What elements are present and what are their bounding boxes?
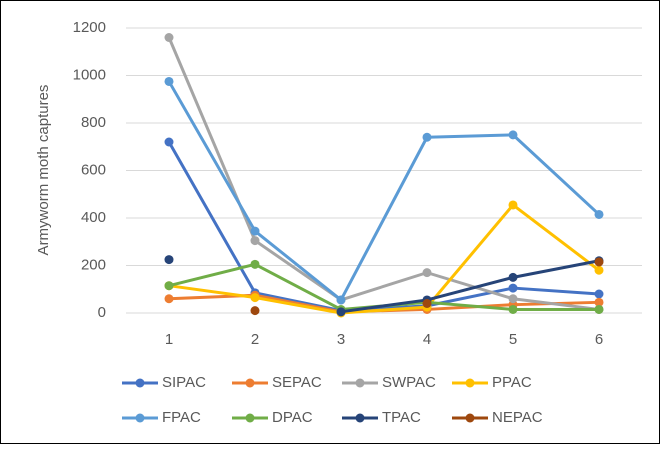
x-tick-label: 4	[423, 331, 431, 348]
data-point	[508, 304, 518, 314]
y-axis-label: Armyworm moth captures	[35, 85, 52, 256]
x-tick-label: 3	[337, 331, 345, 348]
legend-marker	[135, 378, 145, 388]
data-point	[594, 257, 604, 267]
data-point	[422, 268, 432, 278]
data-point	[594, 265, 604, 275]
y-tick-label: 200	[81, 256, 106, 273]
data-point	[594, 209, 604, 219]
legend-marker	[465, 413, 475, 423]
legend-label: SWPAC	[382, 374, 436, 391]
x-tick-label: 2	[251, 331, 259, 348]
legend-label: PPAC	[492, 374, 532, 391]
data-point	[594, 304, 604, 314]
legend-marker	[465, 378, 475, 388]
data-point	[250, 293, 260, 303]
data-point	[250, 259, 260, 269]
data-point	[250, 236, 260, 246]
data-point	[164, 255, 174, 265]
y-tick-label: 800	[81, 114, 106, 131]
data-point	[508, 130, 518, 140]
legend-label: TPAC	[382, 409, 421, 426]
data-point	[250, 306, 260, 316]
series-line	[167, 79, 601, 302]
data-point	[164, 294, 174, 304]
data-point	[508, 294, 518, 304]
y-tick-label: 400	[81, 209, 106, 226]
data-point	[336, 295, 346, 305]
legend-marker	[355, 378, 365, 388]
legend-label: NEPAC	[492, 409, 543, 426]
data-point	[336, 307, 346, 317]
x-tick-label: 6	[595, 331, 603, 348]
data-point	[164, 76, 174, 86]
series-line	[339, 259, 601, 314]
legend-label: FPAC	[162, 409, 201, 426]
y-tick-label: 600	[81, 161, 106, 178]
x-tick-label: 5	[509, 331, 517, 348]
data-point	[508, 283, 518, 293]
data-point	[508, 200, 518, 210]
legend-label: DPAC	[272, 409, 313, 426]
series-line	[167, 203, 601, 315]
legend-label: SIPAC	[162, 374, 206, 391]
data-point	[422, 299, 432, 308]
legend-marker	[245, 413, 255, 423]
y-tick-label: 1000	[73, 66, 106, 83]
legend-marker	[135, 413, 145, 423]
legend-label: SEPAC	[272, 374, 322, 391]
data-point	[250, 226, 260, 236]
y-tick-label: 0	[98, 304, 106, 321]
legend-marker	[355, 413, 365, 423]
data-point	[594, 289, 604, 299]
y-tick-label: 1200	[73, 19, 106, 36]
data-point	[594, 297, 604, 307]
data-point	[164, 137, 174, 147]
x-tick-label: 1	[165, 331, 173, 348]
data-point	[508, 272, 518, 282]
data-point	[164, 33, 174, 42]
data-point	[164, 281, 174, 291]
data-point	[422, 132, 432, 142]
legend-marker	[245, 378, 255, 388]
